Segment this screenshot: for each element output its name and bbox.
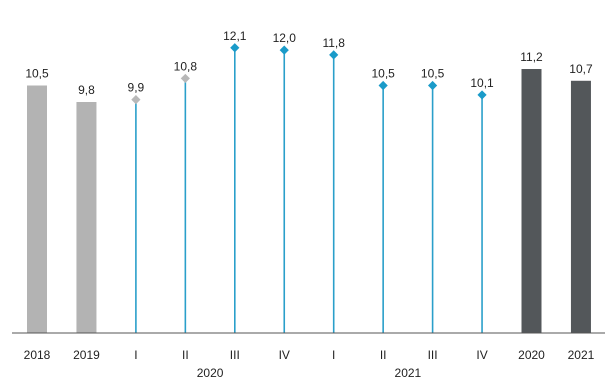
bar-11 (570, 80, 591, 334)
marker-9 (477, 90, 487, 100)
value-label-8: 10,5 (421, 67, 445, 81)
marker-6 (329, 50, 339, 60)
value-label-7: 10,5 (371, 67, 395, 81)
tick-label-8: III (428, 348, 438, 362)
value-label-9: 10,1 (470, 76, 494, 90)
marker-4 (230, 43, 240, 53)
tick-label-4: III (230, 348, 240, 362)
value-label-4: 12,1 (223, 29, 247, 43)
tick-label-7: II (380, 348, 387, 362)
value-label-0: 10,5 (25, 67, 49, 81)
marker-5 (279, 45, 289, 55)
bar-0 (27, 85, 47, 333)
group-label-0: 2020 (197, 366, 224, 380)
tick-label-10: 2020 (518, 348, 545, 362)
x-tick-labels: 2018 2019 I II III IV I II III IV 2020 2021 (24, 348, 595, 362)
tick-label-2: I (134, 348, 137, 362)
marker-7 (378, 80, 388, 91)
value-label-3: 10,8 (174, 59, 198, 73)
tick-label-3: II (182, 348, 189, 362)
tick-label-0: 2018 (24, 348, 51, 362)
chart-marks (27, 43, 591, 334)
marker-3 (180, 73, 190, 84)
group-label-1: 2021 (395, 366, 422, 380)
value-labels: 10,5 9,8 9,9 10,8 12,1 12,0 11,8 10,5 10,5 10,1 11… (25, 29, 593, 97)
value-label-6: 11,8 (322, 36, 345, 50)
tick-label-6: I (332, 348, 335, 362)
value-label-2: 9,9 (128, 81, 145, 95)
tick-label-5: IV (279, 348, 290, 362)
marker-8 (428, 80, 438, 91)
marker-2 (131, 95, 141, 105)
value-label-1: 9,8 (78, 83, 95, 97)
bar-10 (521, 69, 542, 333)
value-label-5: 12,0 (273, 31, 297, 45)
x-group-labels: 2020 2021 (197, 366, 422, 380)
tick-label-1: 2019 (73, 348, 100, 362)
tick-label-9: IV (476, 348, 487, 362)
tick-label-11: 2021 (568, 348, 595, 362)
value-label-11: 10,7 (569, 62, 593, 76)
value-label-10: 11,2 (520, 50, 543, 64)
bar-1 (76, 102, 97, 333)
